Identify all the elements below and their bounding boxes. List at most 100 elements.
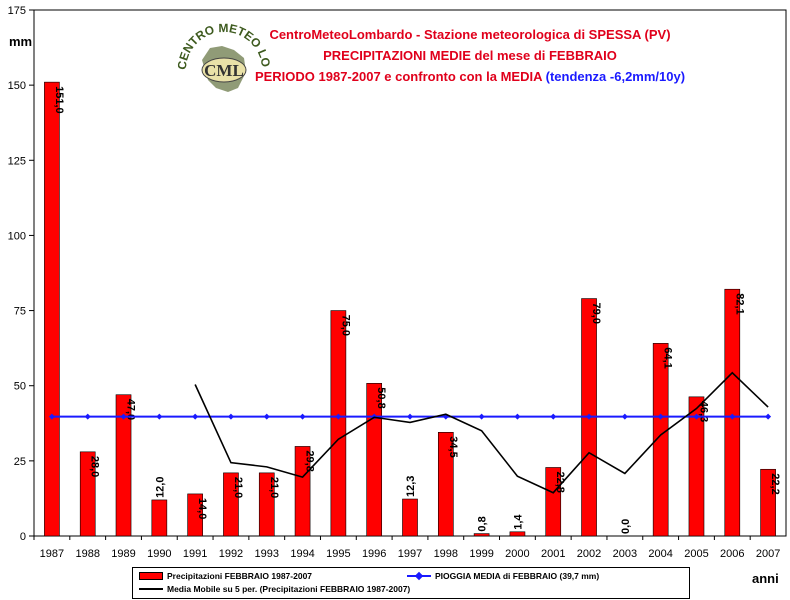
bar-label-1999: 0,8 bbox=[477, 516, 489, 531]
y-tick-label: 150 bbox=[8, 80, 26, 92]
x-tick-label: 2002 bbox=[577, 548, 601, 560]
bar-1990 bbox=[151, 499, 168, 537]
y-tick-label: 50 bbox=[14, 381, 26, 393]
chart-title-line-1: CentroMeteoLombardo - Stazione meteorolo… bbox=[269, 27, 671, 42]
bar-2007 bbox=[760, 468, 776, 537]
bar-label-1998: 34,5 bbox=[447, 436, 459, 457]
moving-average-line bbox=[194, 371, 769, 494]
x-tick-label: 1987 bbox=[40, 548, 64, 560]
x-tick-label: 1998 bbox=[434, 548, 458, 560]
average-marker bbox=[263, 413, 270, 420]
bar-label-2003: 0,0 bbox=[620, 519, 632, 534]
bar-2000 bbox=[509, 531, 526, 537]
logo-oval bbox=[201, 57, 247, 83]
x-tick-label: 2001 bbox=[541, 548, 565, 560]
bar-label-1996: 50,8 bbox=[375, 387, 387, 408]
legend: Precipitazioni FEBBRAIO 1987-2007 PIOGGI… bbox=[132, 567, 690, 599]
bar-label-1987: 151,0 bbox=[53, 86, 65, 114]
average-marker bbox=[192, 413, 199, 420]
x-tick-label: 2003 bbox=[613, 548, 637, 560]
y-tick-label: 75 bbox=[14, 306, 26, 318]
bar-2006 bbox=[724, 288, 741, 537]
bar-1995 bbox=[330, 310, 347, 537]
legend-item-moving-average: Media Mobile su 5 per. (Precipitazioni F… bbox=[139, 584, 410, 594]
average-marker bbox=[335, 413, 342, 420]
plot-area bbox=[33, 9, 787, 537]
average-marker bbox=[227, 413, 234, 420]
x-tick-label: 1994 bbox=[290, 548, 314, 560]
y-tick-label: 100 bbox=[8, 230, 26, 242]
bar-2004 bbox=[652, 343, 669, 537]
x-tick-label: 1992 bbox=[219, 548, 243, 560]
average-marker bbox=[84, 413, 91, 420]
average-marker bbox=[657, 413, 664, 420]
x-tick-label: 2006 bbox=[720, 548, 744, 560]
bar-label-2002: 79,0 bbox=[590, 303, 602, 324]
bar-label-1997: 12,3 bbox=[405, 476, 417, 497]
bar-label-1993: 21,0 bbox=[268, 477, 280, 498]
legend-average-swatch bbox=[407, 575, 431, 577]
y-tick-label: 125 bbox=[8, 155, 26, 167]
average-marker bbox=[156, 413, 163, 420]
x-tick-label: 1993 bbox=[255, 548, 279, 560]
x-tick-label: 2007 bbox=[756, 548, 780, 560]
x-tick-label: 1991 bbox=[183, 548, 207, 560]
average-marker bbox=[621, 413, 628, 420]
title-period-text: PERIODO 1987-2007 e confronto con la MED… bbox=[254, 69, 542, 84]
average-marker bbox=[693, 413, 700, 420]
bar-label-1988: 28,0 bbox=[89, 456, 101, 477]
bar-label-2007: 22,2 bbox=[769, 473, 781, 494]
legend-bars-label: Precipitazioni FEBBRAIO 1987-2007 bbox=[167, 571, 313, 581]
y-tick-label: 175 bbox=[8, 5, 26, 17]
average-marker bbox=[120, 413, 127, 420]
x-tick-label: 2005 bbox=[684, 548, 708, 560]
average-marker bbox=[48, 413, 55, 420]
y-axis-label: mm bbox=[9, 34, 33, 49]
bar-1988 bbox=[79, 451, 96, 537]
legend-bar-swatch bbox=[139, 572, 163, 580]
bar-label-1991: 14,0 bbox=[196, 498, 208, 519]
average-marker bbox=[765, 413, 772, 420]
legend-item-average: PIOGGIA MEDIA di FEBBRAIO (39,7 mm) bbox=[407, 571, 599, 581]
bar-1994 bbox=[294, 446, 311, 537]
average-marker bbox=[407, 413, 413, 420]
logo-abbr: CML bbox=[204, 61, 244, 80]
bar-1999 bbox=[473, 533, 490, 537]
legend-moving-average-swatch bbox=[139, 588, 163, 590]
x-tick-label: 1995 bbox=[326, 548, 350, 560]
x-tick-label: 1988 bbox=[75, 548, 99, 560]
x-tick-label: 1990 bbox=[147, 548, 171, 560]
average-marker bbox=[729, 413, 736, 420]
x-tick-label: 2004 bbox=[648, 548, 672, 560]
bar-1991 bbox=[187, 493, 203, 537]
bar-1996 bbox=[366, 383, 383, 537]
average-marker bbox=[550, 413, 557, 420]
x-tick-label: 1997 bbox=[398, 548, 422, 560]
average-marker bbox=[299, 413, 306, 420]
legend-moving-average-label: Media Mobile su 5 per. (Precipitazioni F… bbox=[167, 584, 411, 594]
x-tick-label: 1996 bbox=[362, 548, 386, 560]
bar-label-2004: 64,1 bbox=[662, 347, 674, 368]
cml-logo: CML CENTRO METEO LOMBARDO bbox=[163, 0, 278, 118]
bar-1998 bbox=[437, 432, 454, 537]
bar-1992 bbox=[223, 472, 239, 537]
x-axis-label: anni bbox=[752, 571, 779, 586]
bar-1993 bbox=[258, 472, 275, 537]
chart-title-line-2: PRECIPITAZIONI MEDIE del mese di FEBBRAI… bbox=[323, 48, 617, 63]
bar-label-2005: 46,3 bbox=[697, 401, 709, 422]
bar-2001 bbox=[545, 467, 562, 537]
legend-item-bars: Precipitazioni FEBBRAIO 1987-2007 bbox=[139, 571, 312, 581]
average-marker bbox=[478, 413, 485, 420]
bar-1997 bbox=[402, 498, 418, 537]
y-tick-label: 0 bbox=[20, 531, 26, 543]
x-tick-label: 2000 bbox=[505, 548, 529, 560]
x-tick-label: 1989 bbox=[111, 548, 135, 560]
bar-2005 bbox=[688, 396, 705, 537]
x-tick-label: 1999 bbox=[469, 548, 493, 560]
chart-title-line-3: PERIODO 1987-2007 e confronto con la MED… bbox=[230, 69, 710, 84]
average-marker bbox=[514, 413, 521, 420]
bar-1989 bbox=[115, 394, 132, 537]
y-tick-label: 25 bbox=[14, 456, 26, 468]
bar-label-1990: 12,0 bbox=[154, 477, 166, 498]
bar-label-2006: 82,1 bbox=[733, 293, 745, 314]
